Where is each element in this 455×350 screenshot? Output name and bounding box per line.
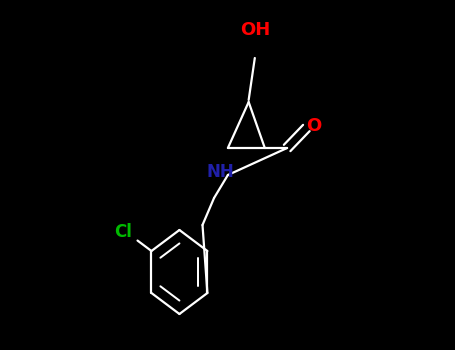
- Text: O: O: [306, 117, 322, 135]
- Text: NH: NH: [206, 163, 234, 181]
- Text: OH: OH: [240, 21, 270, 39]
- Text: Cl: Cl: [114, 223, 131, 241]
